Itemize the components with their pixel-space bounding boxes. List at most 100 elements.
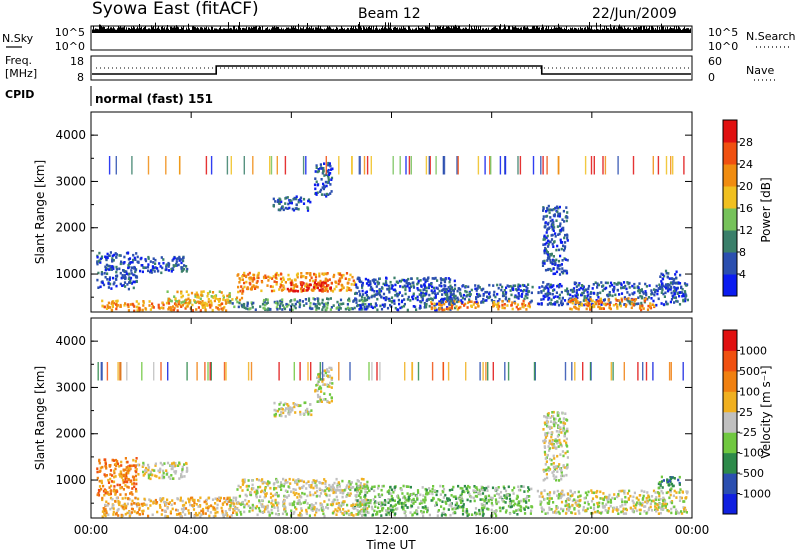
power-cell xyxy=(556,264,559,267)
power-cell xyxy=(423,283,426,286)
power-cell xyxy=(656,289,659,293)
velocity-cell xyxy=(371,507,374,511)
velocity-cell xyxy=(555,465,558,468)
power-cell xyxy=(596,282,599,285)
power-cell xyxy=(302,282,305,285)
velocity-cell xyxy=(170,474,173,477)
power-cell xyxy=(506,284,509,287)
power-cell xyxy=(443,279,446,283)
velocity-cell xyxy=(252,505,255,508)
velocity-cell xyxy=(387,510,390,514)
power-cell xyxy=(185,290,188,293)
velocity-cell xyxy=(546,501,549,505)
power-cell xyxy=(360,280,363,284)
velocity-cell xyxy=(169,477,172,480)
power-cell xyxy=(552,272,555,276)
power-streak xyxy=(243,156,245,175)
power-cell xyxy=(330,306,333,309)
velocity-cell xyxy=(239,503,242,506)
power-cell xyxy=(454,283,457,287)
velocity-cell xyxy=(422,494,425,497)
velocity-cell xyxy=(676,511,679,514)
power-cell xyxy=(492,293,496,297)
velocity-cell xyxy=(337,502,340,505)
velocity-cell xyxy=(355,513,358,516)
velocity-cell xyxy=(637,502,641,505)
power-cell xyxy=(243,281,246,285)
power-cell xyxy=(119,282,122,286)
power-cell xyxy=(135,252,138,255)
velocity-cell xyxy=(680,496,683,500)
velocity-cell xyxy=(362,478,365,481)
power-cell xyxy=(602,307,605,310)
velocity-cell xyxy=(265,492,268,495)
power-cell xyxy=(240,296,244,300)
velocity-cell xyxy=(491,496,494,500)
power-cell xyxy=(125,272,128,275)
power-cell xyxy=(462,284,465,287)
power-cell xyxy=(338,306,341,309)
velocity-cell xyxy=(423,501,426,504)
velocity-cell xyxy=(683,500,686,503)
power-cell xyxy=(215,306,218,309)
velocity-cell xyxy=(557,496,560,500)
velocity-cell xyxy=(273,408,276,412)
power-cell xyxy=(675,289,678,292)
velocity-cell xyxy=(237,509,240,512)
power-cell xyxy=(583,295,586,298)
power-cell xyxy=(433,302,436,306)
power-cell xyxy=(319,190,322,193)
velocity-cell xyxy=(306,407,309,411)
power-cell xyxy=(336,306,339,309)
power-cell xyxy=(248,278,252,281)
power-cell xyxy=(438,308,441,311)
power-cell xyxy=(269,276,272,280)
power-cell xyxy=(286,305,289,308)
power-cell xyxy=(427,285,431,289)
power-cell xyxy=(317,299,320,303)
velocity-cell xyxy=(582,508,585,512)
velocity-cell xyxy=(148,498,151,501)
velocity-cell xyxy=(408,494,411,498)
velocity-cell xyxy=(135,503,138,506)
power-cell xyxy=(275,281,278,284)
velocity-cell xyxy=(299,410,302,414)
power-cell xyxy=(517,297,520,300)
power-cell xyxy=(328,162,331,165)
power-cell xyxy=(438,300,441,303)
power-cell xyxy=(673,301,676,304)
power-cell xyxy=(556,210,559,214)
velocity-cell xyxy=(366,480,369,484)
velocity-cell xyxy=(618,489,621,493)
velocity-cell xyxy=(311,509,314,512)
power-cell xyxy=(281,298,284,301)
velocity-cell xyxy=(133,502,136,505)
velocity-cell xyxy=(350,513,353,516)
velocity-cell xyxy=(442,487,446,491)
velocity-cell xyxy=(131,499,134,503)
power-cell xyxy=(637,286,640,289)
power-cell xyxy=(548,226,551,229)
power-cell xyxy=(597,283,601,287)
velocity-cell xyxy=(167,475,171,479)
power-cell xyxy=(289,300,292,303)
power-streak xyxy=(484,156,486,175)
velocity-cell xyxy=(497,493,501,496)
power-cell xyxy=(120,260,123,264)
power-cell xyxy=(313,183,317,187)
velocity-cell xyxy=(549,425,552,429)
velocity-cell xyxy=(105,467,108,470)
power-cell xyxy=(521,283,524,287)
velocity-cell xyxy=(242,480,245,484)
velocity-cell xyxy=(118,503,121,507)
velocity-cell xyxy=(124,512,127,516)
velocity-cell xyxy=(322,398,325,401)
velocity-cell xyxy=(646,500,649,503)
velocity-cell xyxy=(221,509,224,513)
velocity-cell xyxy=(603,505,606,509)
velocity-cell xyxy=(249,506,252,510)
power-cell xyxy=(168,306,171,309)
power-cell xyxy=(100,271,103,274)
power-cell xyxy=(346,282,349,285)
